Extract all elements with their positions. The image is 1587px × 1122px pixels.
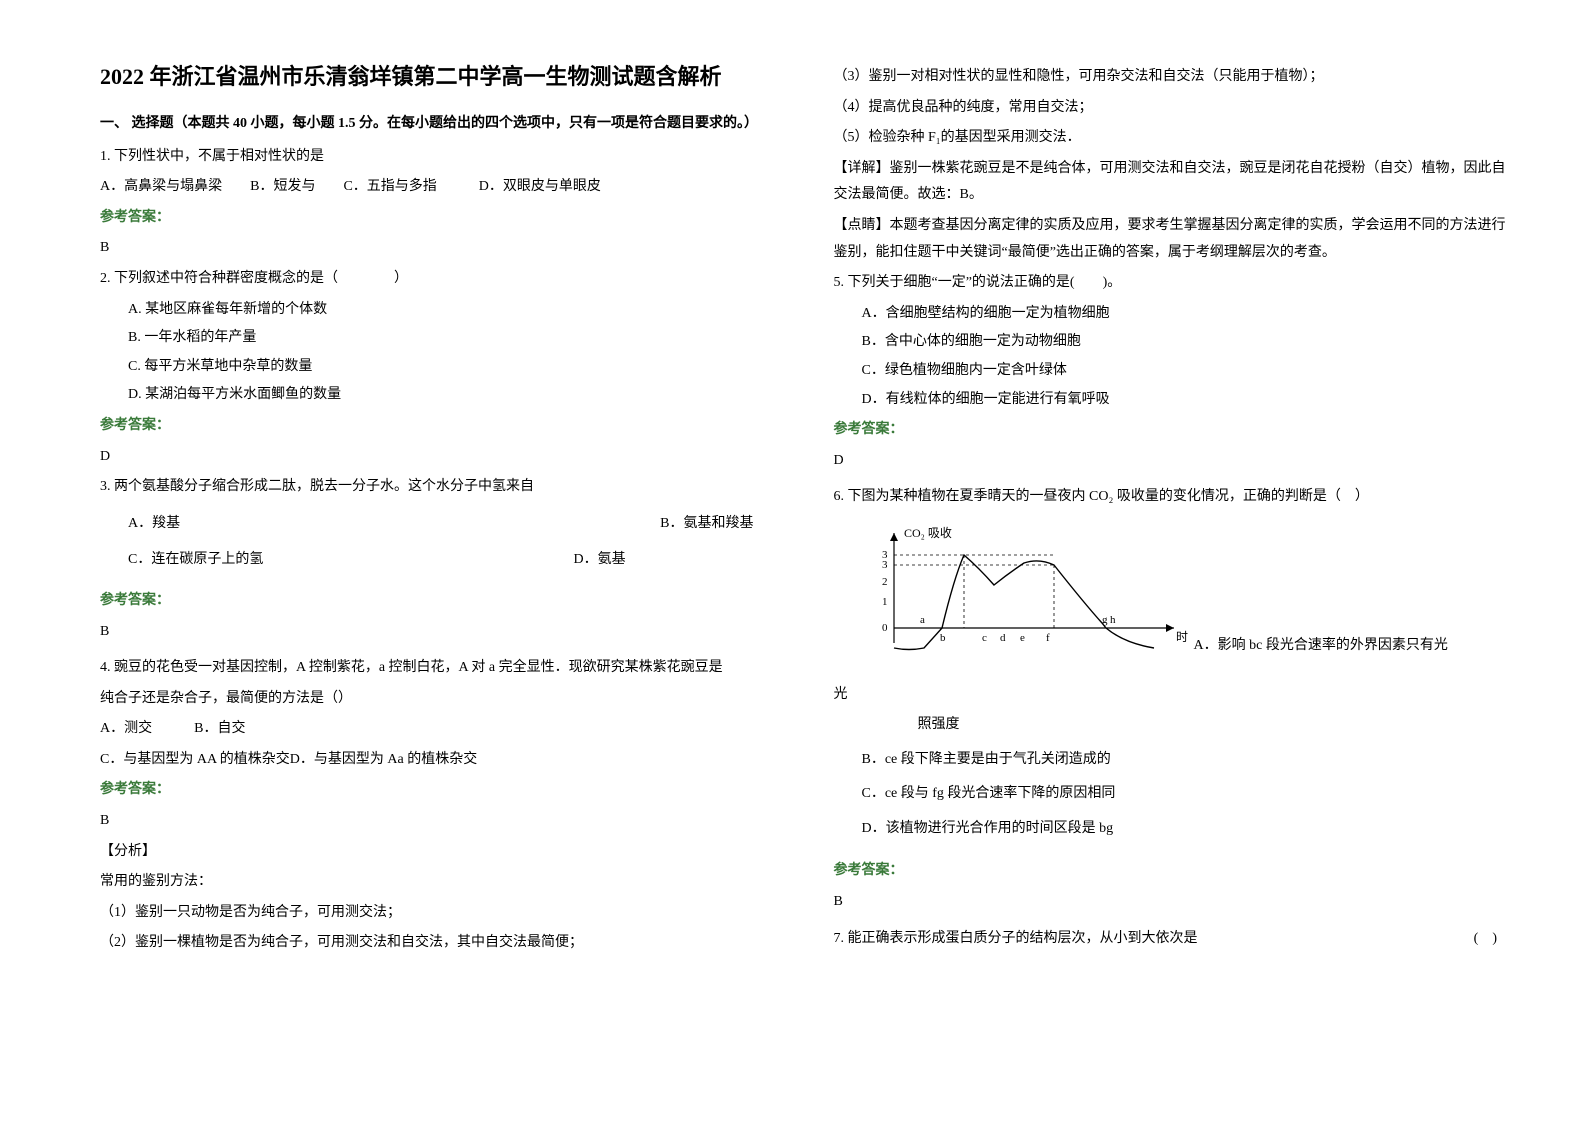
xpt-a: a: [920, 614, 925, 626]
q3-opt-b: B．氨基和羧基: [660, 511, 753, 538]
answer-label: 参考答案：: [100, 413, 774, 440]
q3-opt-d: D．氨基: [574, 547, 774, 574]
q2-opt-d: D. 某湖泊每平方米水面鲫鱼的数量: [100, 382, 774, 409]
q4-stem-line2: 纯合子还是杂合子，最简便的方法是（）: [100, 686, 774, 713]
q4-analysis-2: （1）鉴别一只动物是否为纯合子，可用测交法；: [100, 900, 774, 927]
q4-analysis-3: （2）鉴别一棵植物是否为纯合子，可用测交法和自交法，其中自交法最简便；: [100, 930, 774, 957]
q4-analysis-6: （5）检验杂种 F₁的基因型采用测交法．: [834, 125, 1508, 152]
q5-opt-d: D．有线粒体的细胞一定能进行有氧呼吸: [834, 387, 1508, 414]
q5-opt-a: A．含细胞壁结构的细胞一定为植物细胞: [834, 301, 1508, 328]
q2-opt-a: A. 某地区麻雀每年新增的个体数: [100, 297, 774, 324]
q5-stem: 5. 下列关于细胞“一定”的说法正确的是( )。: [834, 270, 1508, 297]
xpt-f: f: [1046, 632, 1050, 644]
q3-opt-a: A．羧基: [100, 511, 180, 538]
q1-stem: 1. 下列性状中，不属于相对性状的是: [100, 144, 774, 171]
q4-analysis-1: 常用的鉴别方法：: [100, 869, 774, 896]
xpt-d: d: [1000, 632, 1006, 644]
page-title: 2022 年浙江省温州市乐清翁垟镇第二中学高一生物测试题含解析: [100, 60, 774, 93]
xpt-b: b: [940, 632, 946, 644]
q2-stem: 2. 下列叙述中符合种群密度概念的是（ ）: [100, 266, 774, 293]
answer-label: 参考答案：: [834, 417, 1508, 444]
q6-opt-a-right: A．影响 bc 段光合速率的外界因素只有光: [1194, 633, 1508, 678]
q6-stem: 6. 下图为某种植物在夏季晴天的一昼夜内 CO₂ 吸收量的变化情况，正确的判断是…: [834, 484, 1508, 511]
q4-tip: 【点睛】本题考查基因分离定律的实质及应用，要求考生掌握基因分离定律的实质，学会运…: [834, 213, 1508, 266]
q4-opts-line1: A．测交 B．自交: [100, 716, 774, 743]
q5-answer: D: [834, 448, 1508, 475]
q6-opt-b: B．ce 段下降主要是由于气孔关闭造成的: [834, 747, 1508, 774]
q5-opt-b: B．含中心体的细胞一定为动物细胞: [834, 329, 1508, 356]
q5-opt-c: C．绿色植物细胞内一定含叶绿体: [834, 358, 1508, 385]
q1-options: A．高鼻梁与塌鼻梁 B．短发与 C．五指与多指 D．双眼皮与单眼皮: [100, 174, 774, 201]
q6-opt-d: D．该植物进行光合作用的时间区段是 bg: [834, 816, 1508, 843]
q4-analysis-5: （4）提高优良品种的纯度，常用自交法；: [834, 95, 1508, 122]
xpt-e: e: [1020, 632, 1025, 644]
q3-stem: 3. 两个氨基酸分子缩合形成二肽，脱去一分子水。这个水分子中氢来自: [100, 474, 774, 501]
q6-opt-a-below: 照强度: [834, 712, 1508, 739]
ytick-1: 1: [882, 596, 888, 608]
answer-label: 参考答案：: [100, 588, 774, 615]
q6-opt-c: C．ce 段与 fg 段光合速率下降的原因相同: [834, 781, 1508, 808]
section-one-heading: 一、 选择题（本题共 40 小题，每小题 1.5 分。在每小题给出的四个选项中，…: [100, 111, 774, 138]
answer-label: 参考答案：: [100, 777, 774, 804]
q2-opt-b: B. 一年水稻的年产量: [100, 325, 774, 352]
q4-answer: B: [100, 808, 774, 835]
q3-opt-c: C．连在碳原子上的氢: [100, 547, 574, 574]
left-column: 2022 年浙江省温州市乐清翁垟镇第二中学高一生物测试题含解析 一、 选择题（本…: [100, 60, 774, 961]
q2-opt-c: C. 每平方米草地中杂草的数量: [100, 354, 774, 381]
q2-answer: D: [100, 444, 774, 471]
q6-opt-a-wrap2: 光: [834, 682, 1508, 709]
q7-blank: ( ): [1474, 926, 1497, 953]
ytick-2: 2: [882, 576, 888, 588]
xpt-g: g: [1102, 614, 1108, 626]
right-column: （3）鉴别一对相对性状的显性和隐性，可用杂交法和自交法（只能用于植物）； （4）…: [834, 60, 1508, 961]
answer-label: 参考答案：: [834, 858, 1508, 885]
y-axis-label: CO₂ 吸收: [904, 526, 952, 540]
q3-answer: B: [100, 619, 774, 646]
q1-answer: B: [100, 235, 774, 262]
ytick-3b: 3: [882, 559, 888, 571]
x-axis-label: 时: [1176, 630, 1188, 644]
answer-label: 参考答案：: [100, 205, 774, 232]
q7-stem: 7. 能正确表示形成蛋白质分子的结构层次，从小到大依次是: [834, 926, 1198, 953]
q4-analysis-4: （3）鉴别一对相对性状的显性和隐性，可用杂交法和自交法（只能用于植物）；: [834, 64, 1508, 91]
q4-detail: 【详解】鉴别一株紫花豌豆是不是纯合体，可用测交法和自交法，豌豆是闭花自花授粉（自…: [834, 156, 1508, 209]
ytick-0: 0: [882, 622, 888, 634]
q4-stem-line1: 4. 豌豆的花色受一对基因控制，A 控制紫花，a 控制白花，A 对 a 完全显性…: [100, 655, 774, 682]
xpt-c: c: [982, 632, 987, 644]
co2-chart-icon: CO₂ 吸收 时 3 3 2 1 0 a b c d e: [854, 523, 1194, 663]
q6-chart: CO₂ 吸收 时 3 3 2 1 0 a b c d e: [854, 523, 1194, 674]
q4-analysis-heading: 【分析】: [100, 839, 774, 866]
q6-answer: B: [834, 889, 1508, 916]
q4-opts-line2: C．与基因型为 AA 的植株杂交D．与基因型为 Aa 的植株杂交: [100, 747, 774, 774]
xpt-h: h: [1110, 614, 1116, 626]
